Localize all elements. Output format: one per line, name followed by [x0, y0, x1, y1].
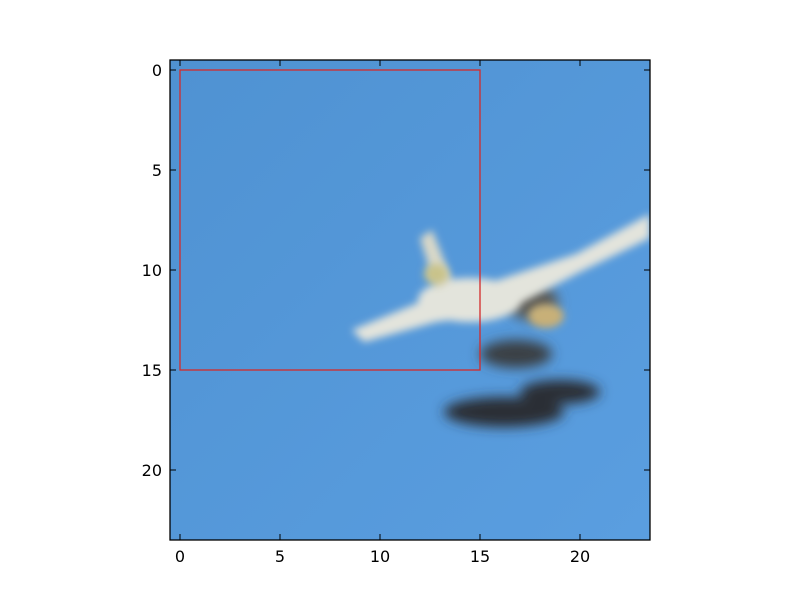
annotation-rectangle: [179, 69, 481, 371]
x-tick-label: 0: [175, 547, 185, 566]
y-tick-label: 15: [142, 361, 162, 380]
x-tick-label: 10: [370, 547, 390, 566]
aircraft-accent: [424, 264, 564, 328]
y-tick-label: 20: [142, 461, 162, 480]
aircraft-image: [352, 214, 650, 427]
y-axis-ticks: [170, 69, 650, 471]
x-axis-ticks: [179, 60, 581, 540]
y-tick-label: 10: [142, 261, 162, 280]
x-tick-label: 5: [275, 547, 285, 566]
sky-background: [170, 60, 650, 540]
y-axis-tick-labels: 0 5 10 15 20: [142, 61, 162, 480]
heatmap-image: [170, 60, 650, 540]
axes-frame: [169, 59, 651, 541]
x-axis-tick-labels: 0 5 10 15 20: [175, 547, 590, 566]
y-tick-label: 0: [152, 61, 162, 80]
x-tick-label: 15: [470, 547, 490, 566]
x-tick-label: 20: [570, 547, 590, 566]
y-tick-label: 5: [152, 161, 162, 180]
